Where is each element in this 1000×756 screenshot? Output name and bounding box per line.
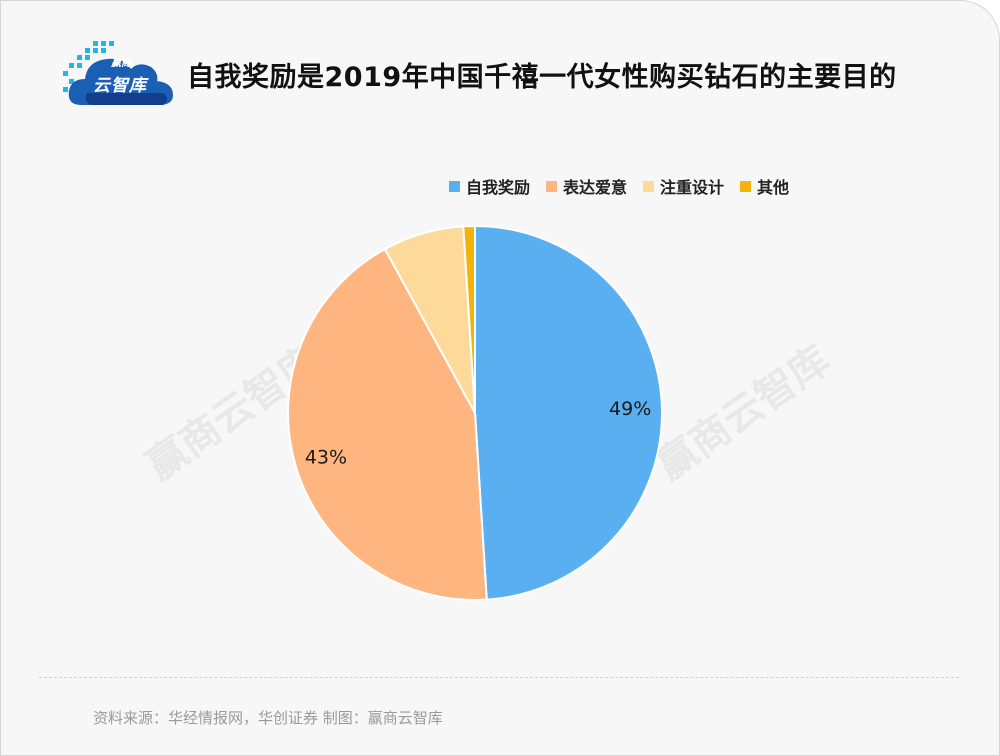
pie-data-label: 43% xyxy=(305,446,347,468)
legend-swatch xyxy=(740,180,752,192)
logo-text-small: 赢商 xyxy=(111,58,131,69)
pie-data-label: 49% xyxy=(609,398,651,420)
logo-icon xyxy=(63,41,173,105)
chart-legend: 自我奖励 表达爱意 注重设计 其他 xyxy=(449,175,789,197)
pie-slice xyxy=(474,224,663,601)
legend-label: 注重设计 xyxy=(660,178,725,197)
logo-text: 云智库 xyxy=(93,76,147,96)
legend-swatch xyxy=(546,180,558,192)
legend-label: 其他 xyxy=(757,178,790,197)
pie-slice xyxy=(462,224,476,414)
legend-swatch xyxy=(643,180,655,192)
divider xyxy=(39,677,959,678)
pie-slice xyxy=(287,247,488,601)
legend-swatch xyxy=(449,180,460,192)
legend-item: 表达爱意 xyxy=(546,174,627,198)
source-note: 资料来源：华经情报网，华创证券 制图：赢商云智库 xyxy=(93,709,443,727)
legend-label: 表达爱意 xyxy=(563,178,628,197)
legend-item: 自我奖励 xyxy=(449,174,530,198)
legend-label: 自我奖励 xyxy=(466,178,531,197)
page-title: 自我奖励是2019年中国千禧一代女性购买钻石的主要目的 xyxy=(187,62,897,93)
legend-item: 注重设计 xyxy=(643,174,724,198)
legend-item: 其他 xyxy=(740,174,789,198)
